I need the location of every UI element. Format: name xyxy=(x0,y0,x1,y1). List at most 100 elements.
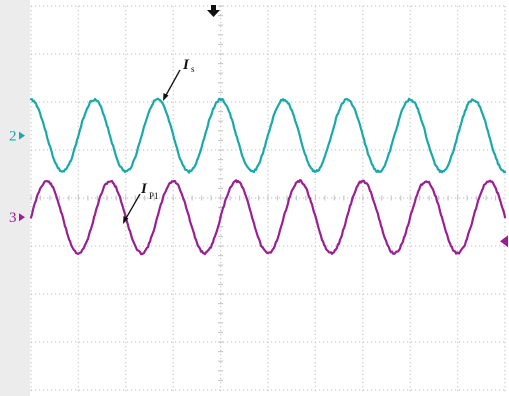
grid-dot xyxy=(375,101,377,103)
grid-dot xyxy=(55,245,57,247)
grid-dot xyxy=(457,90,459,92)
grid-dot xyxy=(457,218,459,220)
grid-dot xyxy=(307,101,309,103)
grid-dot xyxy=(307,197,309,199)
grid-dot xyxy=(218,303,224,305)
grid-dot xyxy=(125,266,127,268)
grid-dot xyxy=(409,230,411,232)
grid-dot xyxy=(409,94,411,96)
grid-dot xyxy=(335,101,337,103)
grid-dot xyxy=(395,389,397,391)
grid-dot xyxy=(172,126,174,128)
grid-dot xyxy=(439,245,441,247)
grid-dot xyxy=(218,341,224,343)
grid-dot xyxy=(267,82,269,84)
grid-dot xyxy=(77,214,79,216)
grid-dot xyxy=(504,294,506,296)
grid-dot xyxy=(103,341,105,343)
grid-dot xyxy=(457,326,459,328)
grid-dot xyxy=(251,293,253,295)
grid-dot xyxy=(51,5,53,7)
grid-dot xyxy=(131,197,133,199)
grid-dot xyxy=(315,341,317,343)
grid-dot xyxy=(504,202,506,204)
grid-dot xyxy=(409,242,411,244)
grid-dot xyxy=(55,101,57,103)
grid-dot xyxy=(75,245,77,247)
grid-dot xyxy=(218,264,224,266)
grid-dot xyxy=(504,102,506,104)
grid-dot xyxy=(463,149,465,151)
grid-dot xyxy=(339,389,341,391)
grid-dot xyxy=(67,53,69,55)
grid-dot xyxy=(220,354,222,356)
grid-dot xyxy=(503,5,505,7)
grid-dot xyxy=(409,66,411,68)
grid-dot xyxy=(503,149,505,151)
grid-dot xyxy=(255,5,257,7)
grid-dot xyxy=(362,282,364,284)
grid-dot xyxy=(362,210,364,212)
grid-dot xyxy=(220,238,222,240)
grid-dot xyxy=(151,389,153,391)
grid-dot xyxy=(375,245,377,247)
grid-dot xyxy=(231,5,233,7)
grid-dot xyxy=(409,14,411,16)
grid-dot xyxy=(457,250,459,252)
grid-dot xyxy=(367,389,369,391)
grid-dot xyxy=(218,379,224,381)
grid-dot xyxy=(457,266,459,268)
grid-dot xyxy=(30,42,32,44)
grid-dot xyxy=(220,106,222,108)
grid-dot xyxy=(125,330,127,332)
grid-dot xyxy=(271,53,273,55)
grid-dot xyxy=(125,334,127,336)
grid-dot xyxy=(30,346,32,348)
grid-dot xyxy=(362,366,364,368)
grid-dot xyxy=(299,389,301,391)
channel-2-label: 2 xyxy=(9,129,17,145)
grid-dot xyxy=(172,342,174,344)
grid-dot xyxy=(183,5,185,7)
grid-dot xyxy=(314,270,316,272)
grid-dot xyxy=(135,53,137,55)
grid-dot xyxy=(239,293,241,295)
grid-dot xyxy=(403,197,405,199)
grid-dot xyxy=(409,162,411,164)
grid-dot xyxy=(77,110,79,112)
grid-dot xyxy=(457,10,459,12)
grid-dot xyxy=(457,370,459,372)
grid-dot xyxy=(220,10,222,12)
grid-dot xyxy=(172,246,174,248)
grid-dot xyxy=(395,149,397,151)
grid-dot xyxy=(504,362,506,364)
grid-dot xyxy=(283,341,285,343)
grid-dot xyxy=(475,53,477,55)
grid-dot xyxy=(287,149,289,151)
grid-dot xyxy=(390,195,392,201)
grid-dot xyxy=(153,195,155,201)
grid-dot xyxy=(47,293,49,295)
grid-dot xyxy=(125,302,127,304)
grid-dot xyxy=(211,101,213,103)
grid-dot xyxy=(77,146,79,148)
grid-dot xyxy=(303,53,305,55)
grid-dot xyxy=(311,5,313,7)
grid-dot xyxy=(409,70,411,72)
grid-dot xyxy=(106,195,108,201)
grid-dot xyxy=(30,202,32,204)
grid-dot xyxy=(267,346,269,348)
grid-dot xyxy=(30,74,32,76)
grid-dot xyxy=(267,190,269,192)
grid-dot xyxy=(259,389,261,391)
grid-dot xyxy=(71,101,73,103)
grid-dot xyxy=(218,111,224,113)
grid-dot xyxy=(125,258,127,260)
grid-dot xyxy=(267,206,269,208)
grid-dot xyxy=(77,374,79,376)
grid-dot xyxy=(55,197,57,199)
grid-dot xyxy=(409,362,411,364)
grid-dot xyxy=(504,38,506,40)
grid-dot xyxy=(504,342,506,344)
grid-dot xyxy=(409,346,411,348)
